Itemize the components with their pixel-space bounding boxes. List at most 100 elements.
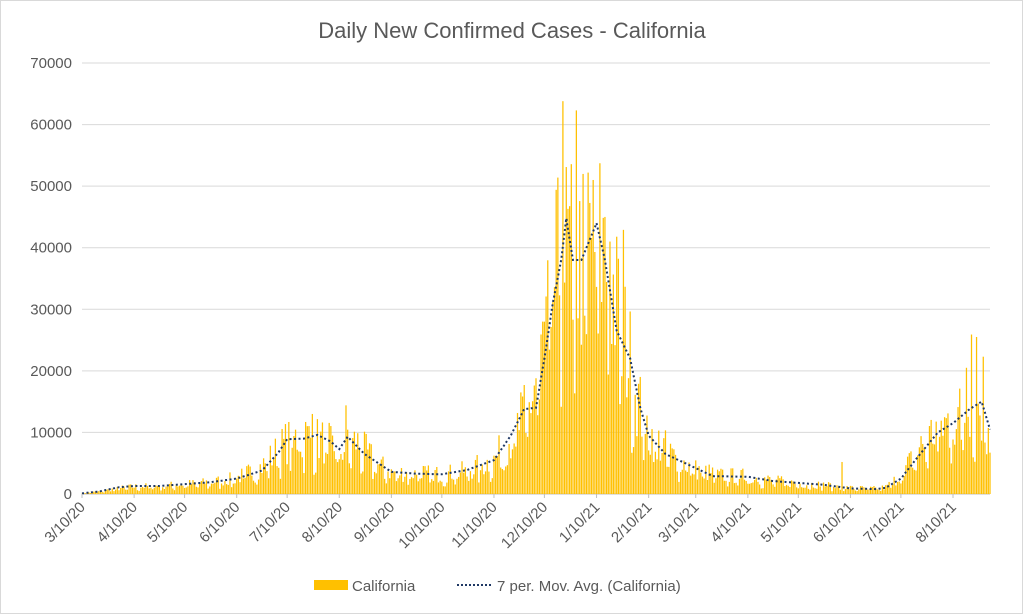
y-tick-label: 50000 <box>30 178 72 195</box>
bar-mark <box>209 486 211 494</box>
bar-mark <box>178 485 181 494</box>
bar-mark <box>140 487 142 494</box>
bar-mark <box>747 483 749 494</box>
bar-mark <box>846 485 848 494</box>
bar-mark <box>938 436 941 494</box>
bar-mark <box>859 486 862 494</box>
bar-mark <box>130 484 132 494</box>
bar-mark <box>562 101 564 494</box>
bar-mark <box>764 477 766 494</box>
bar-mark <box>532 401 534 494</box>
bar-mark <box>232 483 234 494</box>
bar-mark <box>590 237 593 494</box>
bar-mark <box>473 474 475 494</box>
bar-mark <box>439 480 441 494</box>
bar-mark <box>775 479 778 494</box>
bar-mark <box>822 482 825 494</box>
bar-mark <box>525 432 527 494</box>
moving-average-series <box>81 218 991 495</box>
bar-mark <box>390 469 393 494</box>
bar-mark <box>192 480 194 494</box>
bar-mark <box>222 485 224 494</box>
bar-mark <box>903 476 905 494</box>
bar-mark <box>982 356 984 494</box>
bar-mark <box>513 443 515 494</box>
bar-mark <box>834 488 836 494</box>
gridlines <box>82 62 990 495</box>
bar-mark <box>725 480 727 494</box>
y-tick-label: 20000 <box>30 363 72 380</box>
bar-mark <box>875 487 877 494</box>
bar-mark <box>264 463 266 494</box>
bar-mark <box>501 469 504 494</box>
bar-mark <box>957 407 959 494</box>
bar-mark <box>214 482 216 494</box>
bar-mark <box>770 480 773 494</box>
bar-mark <box>560 406 562 494</box>
bar-mark <box>720 468 722 494</box>
bar-mark <box>553 287 556 494</box>
bar-mark <box>868 489 870 494</box>
bar-mark <box>629 311 631 494</box>
bar-mark <box>737 485 739 494</box>
bar-mark <box>367 449 369 494</box>
bar-mark <box>557 177 559 495</box>
bar-mark <box>881 485 884 494</box>
bar-mark <box>202 478 204 494</box>
bar-mark <box>711 467 714 494</box>
bar-mark <box>268 478 270 494</box>
bar-mark <box>619 404 621 494</box>
bar-mark <box>930 419 932 494</box>
bar-mark <box>103 492 105 494</box>
bar-mark <box>251 475 253 494</box>
bar-mark <box>212 483 214 494</box>
bar-mark <box>111 488 113 494</box>
y-tick-label: 70000 <box>30 55 72 72</box>
bar-mark <box>254 482 256 494</box>
bar-mark <box>333 451 335 494</box>
bar-mark <box>829 483 831 494</box>
bar-mark <box>220 483 223 494</box>
bar-mark <box>358 448 361 494</box>
bar-mark <box>384 478 386 494</box>
bar-mark <box>442 486 445 494</box>
bar-mark <box>168 483 171 494</box>
bar-mark <box>158 486 160 494</box>
bar-mark <box>986 454 988 494</box>
bar-mark <box>642 460 645 494</box>
bar-mark <box>207 488 209 494</box>
bar-mark <box>690 475 692 494</box>
bar-mark <box>922 443 924 494</box>
bar-mark <box>436 466 438 494</box>
bar-mark <box>552 302 554 494</box>
bar-mark <box>454 484 456 494</box>
bar-mark <box>273 459 275 494</box>
bar-mark <box>385 483 387 494</box>
bar-mark <box>917 455 919 494</box>
bar-mark <box>288 421 290 494</box>
bar-mark <box>972 457 974 494</box>
bar-mark <box>923 448 926 494</box>
bar-mark <box>695 460 697 494</box>
bar-mark <box>498 435 500 494</box>
bar-mark <box>979 415 981 494</box>
bar-mark <box>548 349 551 494</box>
bar-mark <box>93 491 95 494</box>
bar-mark <box>893 476 895 494</box>
bar-mark <box>853 488 855 494</box>
legend-label-california: California <box>352 578 416 595</box>
bar-mark <box>605 282 608 494</box>
bar-mark <box>399 475 401 494</box>
bar-mark <box>784 486 786 494</box>
bar-mark <box>794 483 796 494</box>
bar-mark <box>885 485 887 494</box>
bar-mark <box>745 480 747 494</box>
bar-mark <box>597 333 599 494</box>
bar-mark <box>915 470 917 494</box>
bar-mark <box>648 450 650 494</box>
bar-mark <box>543 321 546 494</box>
bar-mark <box>217 476 219 494</box>
bar-mark <box>363 431 366 494</box>
